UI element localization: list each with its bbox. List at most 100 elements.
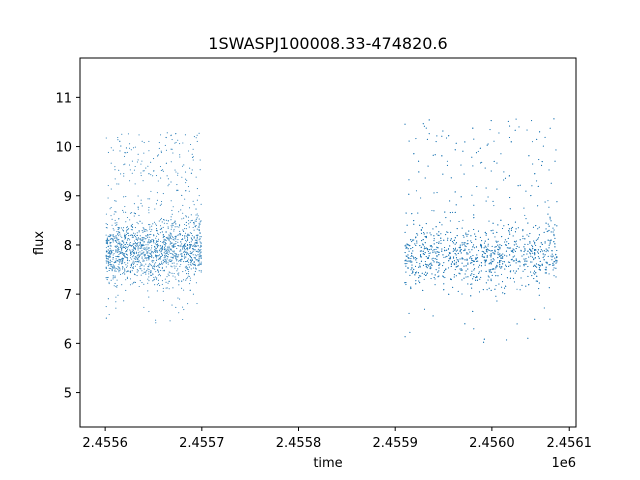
data-point <box>150 240 152 242</box>
data-point <box>124 236 126 238</box>
data-point <box>412 239 414 241</box>
data-point <box>492 268 494 270</box>
data-point <box>481 240 483 242</box>
data-point <box>405 271 407 273</box>
data-point <box>187 216 190 218</box>
data-point <box>554 260 556 263</box>
data-point <box>433 243 435 245</box>
data-point <box>116 238 118 240</box>
data-point <box>166 132 168 134</box>
data-point <box>192 263 194 265</box>
data-point <box>513 281 515 283</box>
data-point <box>150 161 152 163</box>
data-points <box>105 118 558 343</box>
data-point <box>508 243 510 245</box>
data-point <box>108 267 110 269</box>
x-tick-label: 2.4558 <box>276 436 322 451</box>
data-point <box>119 227 121 229</box>
data-point <box>178 272 180 274</box>
data-point <box>121 284 123 286</box>
data-point <box>200 261 202 263</box>
data-point <box>502 292 504 294</box>
data-point <box>180 250 182 252</box>
data-point <box>136 259 138 261</box>
data-point <box>198 259 200 261</box>
data-point <box>138 256 140 258</box>
data-point <box>527 250 529 252</box>
data-point <box>158 233 160 235</box>
data-point <box>404 251 406 254</box>
data-point <box>483 338 485 340</box>
data-point <box>155 175 158 177</box>
data-point <box>134 248 136 250</box>
data-point <box>493 205 495 207</box>
data-point <box>111 238 113 240</box>
data-point <box>519 239 521 241</box>
data-point <box>430 278 432 280</box>
data-point <box>435 269 437 271</box>
data-point <box>105 223 107 225</box>
data-point <box>132 255 135 257</box>
data-point <box>185 278 187 280</box>
data-point <box>107 185 109 187</box>
data-point <box>169 241 171 243</box>
data-point <box>192 159 194 161</box>
data-point <box>120 260 122 262</box>
data-point <box>127 232 129 234</box>
data-point <box>425 256 427 258</box>
data-point <box>453 260 455 262</box>
data-point <box>157 264 160 266</box>
data-point <box>490 254 492 256</box>
data-point <box>198 262 200 264</box>
data-point <box>108 251 110 253</box>
data-point <box>455 275 457 277</box>
data-point <box>438 270 440 272</box>
data-point <box>449 245 451 247</box>
data-point <box>107 276 109 279</box>
data-point <box>132 251 134 253</box>
data-point <box>111 269 113 271</box>
data-point <box>515 240 517 242</box>
data-point <box>174 235 176 238</box>
data-point <box>538 257 540 259</box>
data-point <box>494 249 496 251</box>
data-point <box>494 271 496 273</box>
data-point <box>115 301 117 303</box>
data-point <box>443 246 446 249</box>
data-point <box>466 253 468 255</box>
data-point <box>189 259 191 261</box>
data-point <box>112 239 114 242</box>
data-point <box>434 274 436 276</box>
data-point <box>406 260 408 262</box>
data-point <box>110 242 112 244</box>
data-point <box>114 277 116 279</box>
data-point <box>180 244 182 246</box>
data-point <box>498 249 500 251</box>
data-point <box>174 243 176 245</box>
data-point <box>485 250 487 252</box>
data-point <box>168 247 170 249</box>
data-point <box>539 265 541 267</box>
data-point <box>137 206 139 208</box>
data-point <box>407 267 409 269</box>
data-point <box>151 229 153 231</box>
data-point <box>155 251 157 253</box>
data-point <box>162 170 164 172</box>
data-point <box>424 177 426 179</box>
data-point <box>131 256 133 258</box>
data-point <box>423 125 425 127</box>
data-point <box>555 259 557 261</box>
data-point <box>175 258 177 260</box>
data-point <box>475 235 477 238</box>
data-point <box>150 249 152 251</box>
data-point <box>105 256 107 258</box>
data-point <box>145 244 147 246</box>
data-point <box>144 257 146 259</box>
data-point <box>524 248 526 250</box>
data-point <box>183 217 185 219</box>
data-point <box>173 262 175 264</box>
data-point <box>513 244 515 246</box>
data-point <box>200 257 202 259</box>
data-point <box>413 220 415 222</box>
data-point <box>408 257 410 259</box>
